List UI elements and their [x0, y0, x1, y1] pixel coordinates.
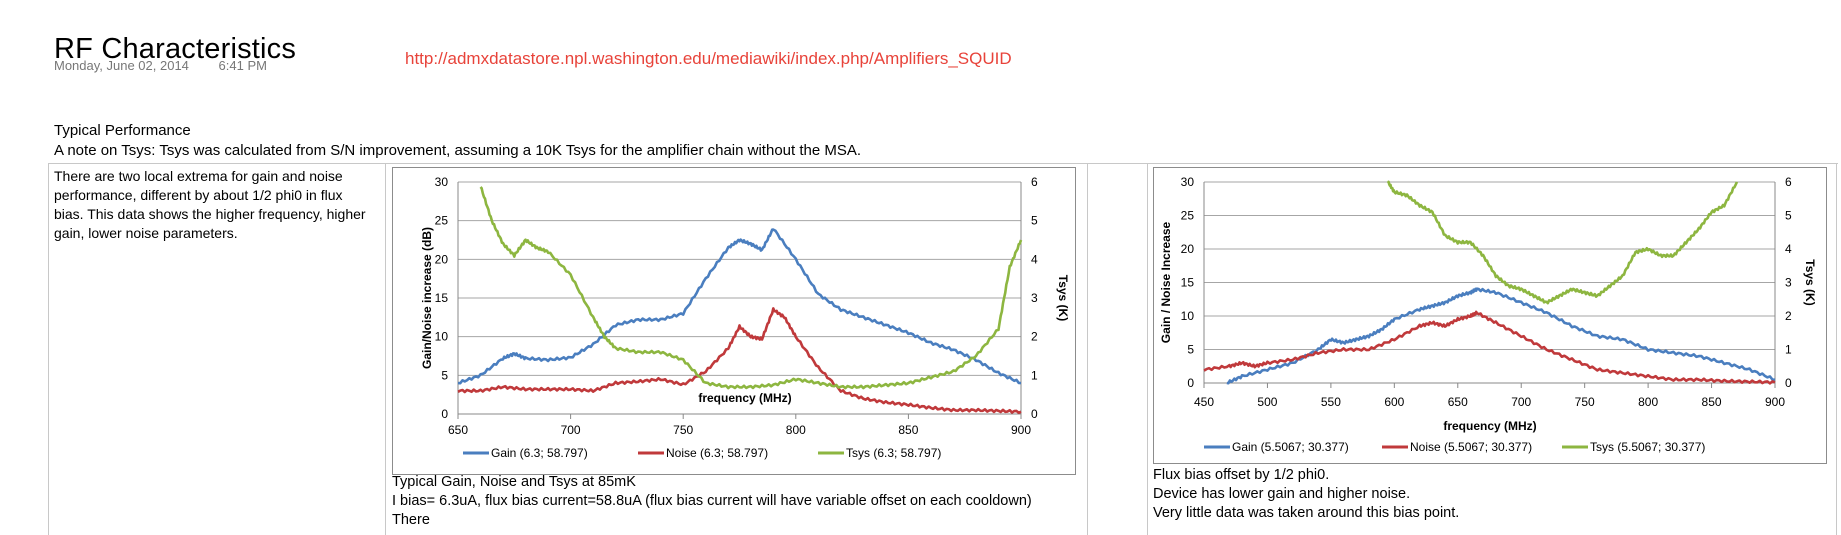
chart-2-caption-line: Flux bias offset by 1/2 phi0.: [1153, 467, 1330, 483]
gain-legend-label: Gain (6.3; 58.797): [491, 446, 588, 460]
y-tick-label: 5: [1187, 343, 1194, 357]
x-tick-label: 800: [786, 423, 806, 437]
x-tick-label: 750: [673, 423, 693, 437]
noise-legend-label: Noise (5.5067; 30.377): [1410, 440, 1532, 454]
chart-2-caption-line: Very little data was taken around this b…: [1153, 505, 1460, 521]
y2-tick-label: 4: [1785, 242, 1792, 256]
y2-axis-title: Tsys (K): [1803, 259, 1817, 305]
y-axis-title: Gain / Noise Increase: [1159, 221, 1173, 343]
bias-description-line: There are two local extrema for gain and…: [54, 168, 343, 184]
gain-series-line: [1226, 287, 1776, 385]
y-tick-label: 0: [1187, 376, 1194, 390]
tsys-legend-label: Tsys (6.3; 58.797): [846, 446, 941, 460]
x-tick-label: 900: [1765, 395, 1785, 409]
x-tick-label: 650: [1448, 395, 1468, 409]
section-title: Typical Performance: [54, 122, 191, 139]
y2-tick-label: 3: [1031, 291, 1038, 305]
chart-1-caption-line: There: [392, 512, 430, 528]
table-divider-2: [1087, 163, 1088, 535]
chart-1-caption-line: I bias= 6.3uA, flux bias current=58.8uA …: [392, 493, 1032, 509]
page-title: RF Characteristics: [54, 33, 297, 66]
x-tick-label: 450: [1194, 395, 1214, 409]
table-divider-1: [385, 163, 386, 535]
chart-1: 0 5 10 15 20 25 30 0 1 2 3 4 5 6 650 700 750 800 850 900 fre…: [420, 175, 1070, 460]
y2-tick-label: 5: [1031, 214, 1038, 228]
noise-series-line: [1203, 310, 1776, 385]
y-tick-label: 25: [1181, 209, 1195, 223]
y2-tick-label: 2: [1031, 330, 1038, 344]
bias-description-line: performance, different by about 1/2 phi0…: [54, 187, 343, 203]
x-tick-label: 700: [561, 423, 581, 437]
page-meta: Monday, June 02, 2014 6:41 PM: [54, 58, 293, 73]
y2-tick-label: 3: [1785, 276, 1792, 290]
x-tick-label: 500: [1257, 395, 1277, 409]
y-tick-label: 20: [435, 252, 449, 266]
chart-1-frame: 0 5 10 15 20 25 30 0 1 2 3 4 5 6 650 700 750 800 850 900 fre…: [392, 167, 1076, 475]
y-tick-label: 30: [435, 175, 449, 189]
tsys-note: A note on Tsys: Tsys was calculated from…: [54, 142, 862, 159]
y-tick-label: 15: [435, 291, 449, 305]
y2-tick-label: 2: [1785, 309, 1792, 323]
tsys-legend-label: Tsys (5.5067; 30.377): [1590, 440, 1705, 454]
table-divider-3: [1147, 163, 1148, 535]
y2-tick-label: 6: [1031, 175, 1038, 189]
y-tick-label: 0: [441, 407, 448, 421]
chart-2-caption: Flux bias offset by 1/2 phi0. Device has…: [1153, 466, 1459, 523]
noise-legend-label: Noise (6.3; 58.797): [666, 446, 768, 460]
tsys-series-line: [1386, 180, 1739, 305]
chart-1-caption-line: Typical Gain, Noise and Tsys at 85mK: [392, 474, 636, 490]
y2-tick-label: 1: [1031, 368, 1038, 382]
chart-2-frame: 0 5 10 15 20 25 30 0 1 2 3 4 5 6 450 500 550 600 650 700 750…: [1153, 167, 1827, 464]
table-border-right: [1836, 163, 1837, 535]
x-tick-label: 850: [898, 423, 918, 437]
tsys-series-line: [479, 186, 1023, 390]
x-tick-label: 750: [1575, 395, 1595, 409]
y-tick-label: 15: [1181, 276, 1195, 290]
y-tick-label: 10: [435, 330, 449, 344]
y-tick-label: 30: [1181, 175, 1195, 189]
bias-description-line: bias. This data shows the higher frequen…: [54, 206, 366, 222]
y2-tick-label: 0: [1785, 376, 1792, 390]
page-time: 6:41 PM: [218, 58, 267, 73]
y2-tick-label: 0: [1031, 407, 1038, 421]
page-date: Monday, June 02, 2014: [54, 58, 189, 73]
x-axis-title: frequency (MHz): [698, 391, 791, 405]
x-tick-label: 700: [1511, 395, 1531, 409]
table-border-left: [48, 163, 49, 535]
x-axis-title: frequency (MHz): [1443, 419, 1536, 433]
y2-tick-label: 6: [1785, 175, 1792, 189]
x-tick-label: 900: [1011, 423, 1031, 437]
y2-tick-label: 4: [1031, 252, 1038, 266]
gain-legend-label: Gain (5.5067; 30.377): [1232, 440, 1349, 454]
y2-axis-title: Tsys (K): [1056, 275, 1070, 321]
x-tick-label: 800: [1638, 395, 1658, 409]
y-tick-label: 20: [1181, 242, 1195, 256]
y-tick-label: 10: [1181, 309, 1195, 323]
y2-tick-label: 1: [1785, 343, 1792, 357]
x-tick-label: 600: [1384, 395, 1404, 409]
chart-2: 0 5 10 15 20 25 30 0 1 2 3 4 5 6 450 500 550 600 650 700 750…: [1159, 175, 1817, 454]
y-tick-label: 5: [441, 368, 448, 382]
x-tick-label: 850: [1702, 395, 1722, 409]
y-axis-title: Gain/Noise increase (dB): [420, 227, 434, 369]
x-tick-label: 550: [1321, 395, 1341, 409]
bias-description-line: gain, lower noise parameters.: [54, 225, 238, 241]
gain-series-line: [457, 228, 1022, 385]
x-tick-label: 650: [448, 423, 468, 437]
chart-2-caption-line: Device has lower gain and higher noise.: [1153, 486, 1411, 502]
table-border-top: [48, 163, 1838, 164]
y2-tick-label: 5: [1785, 209, 1792, 223]
bias-description: There are two local extrema for gain and…: [54, 167, 366, 243]
chart-1-caption: Typical Gain, Noise and Tsys at 85mK I b…: [392, 473, 1032, 530]
wiki-link[interactable]: http://admxdatastore.npl.washington.edu/…: [405, 49, 1012, 68]
y-tick-label: 25: [435, 214, 449, 228]
noise-series-line: [457, 307, 1022, 415]
